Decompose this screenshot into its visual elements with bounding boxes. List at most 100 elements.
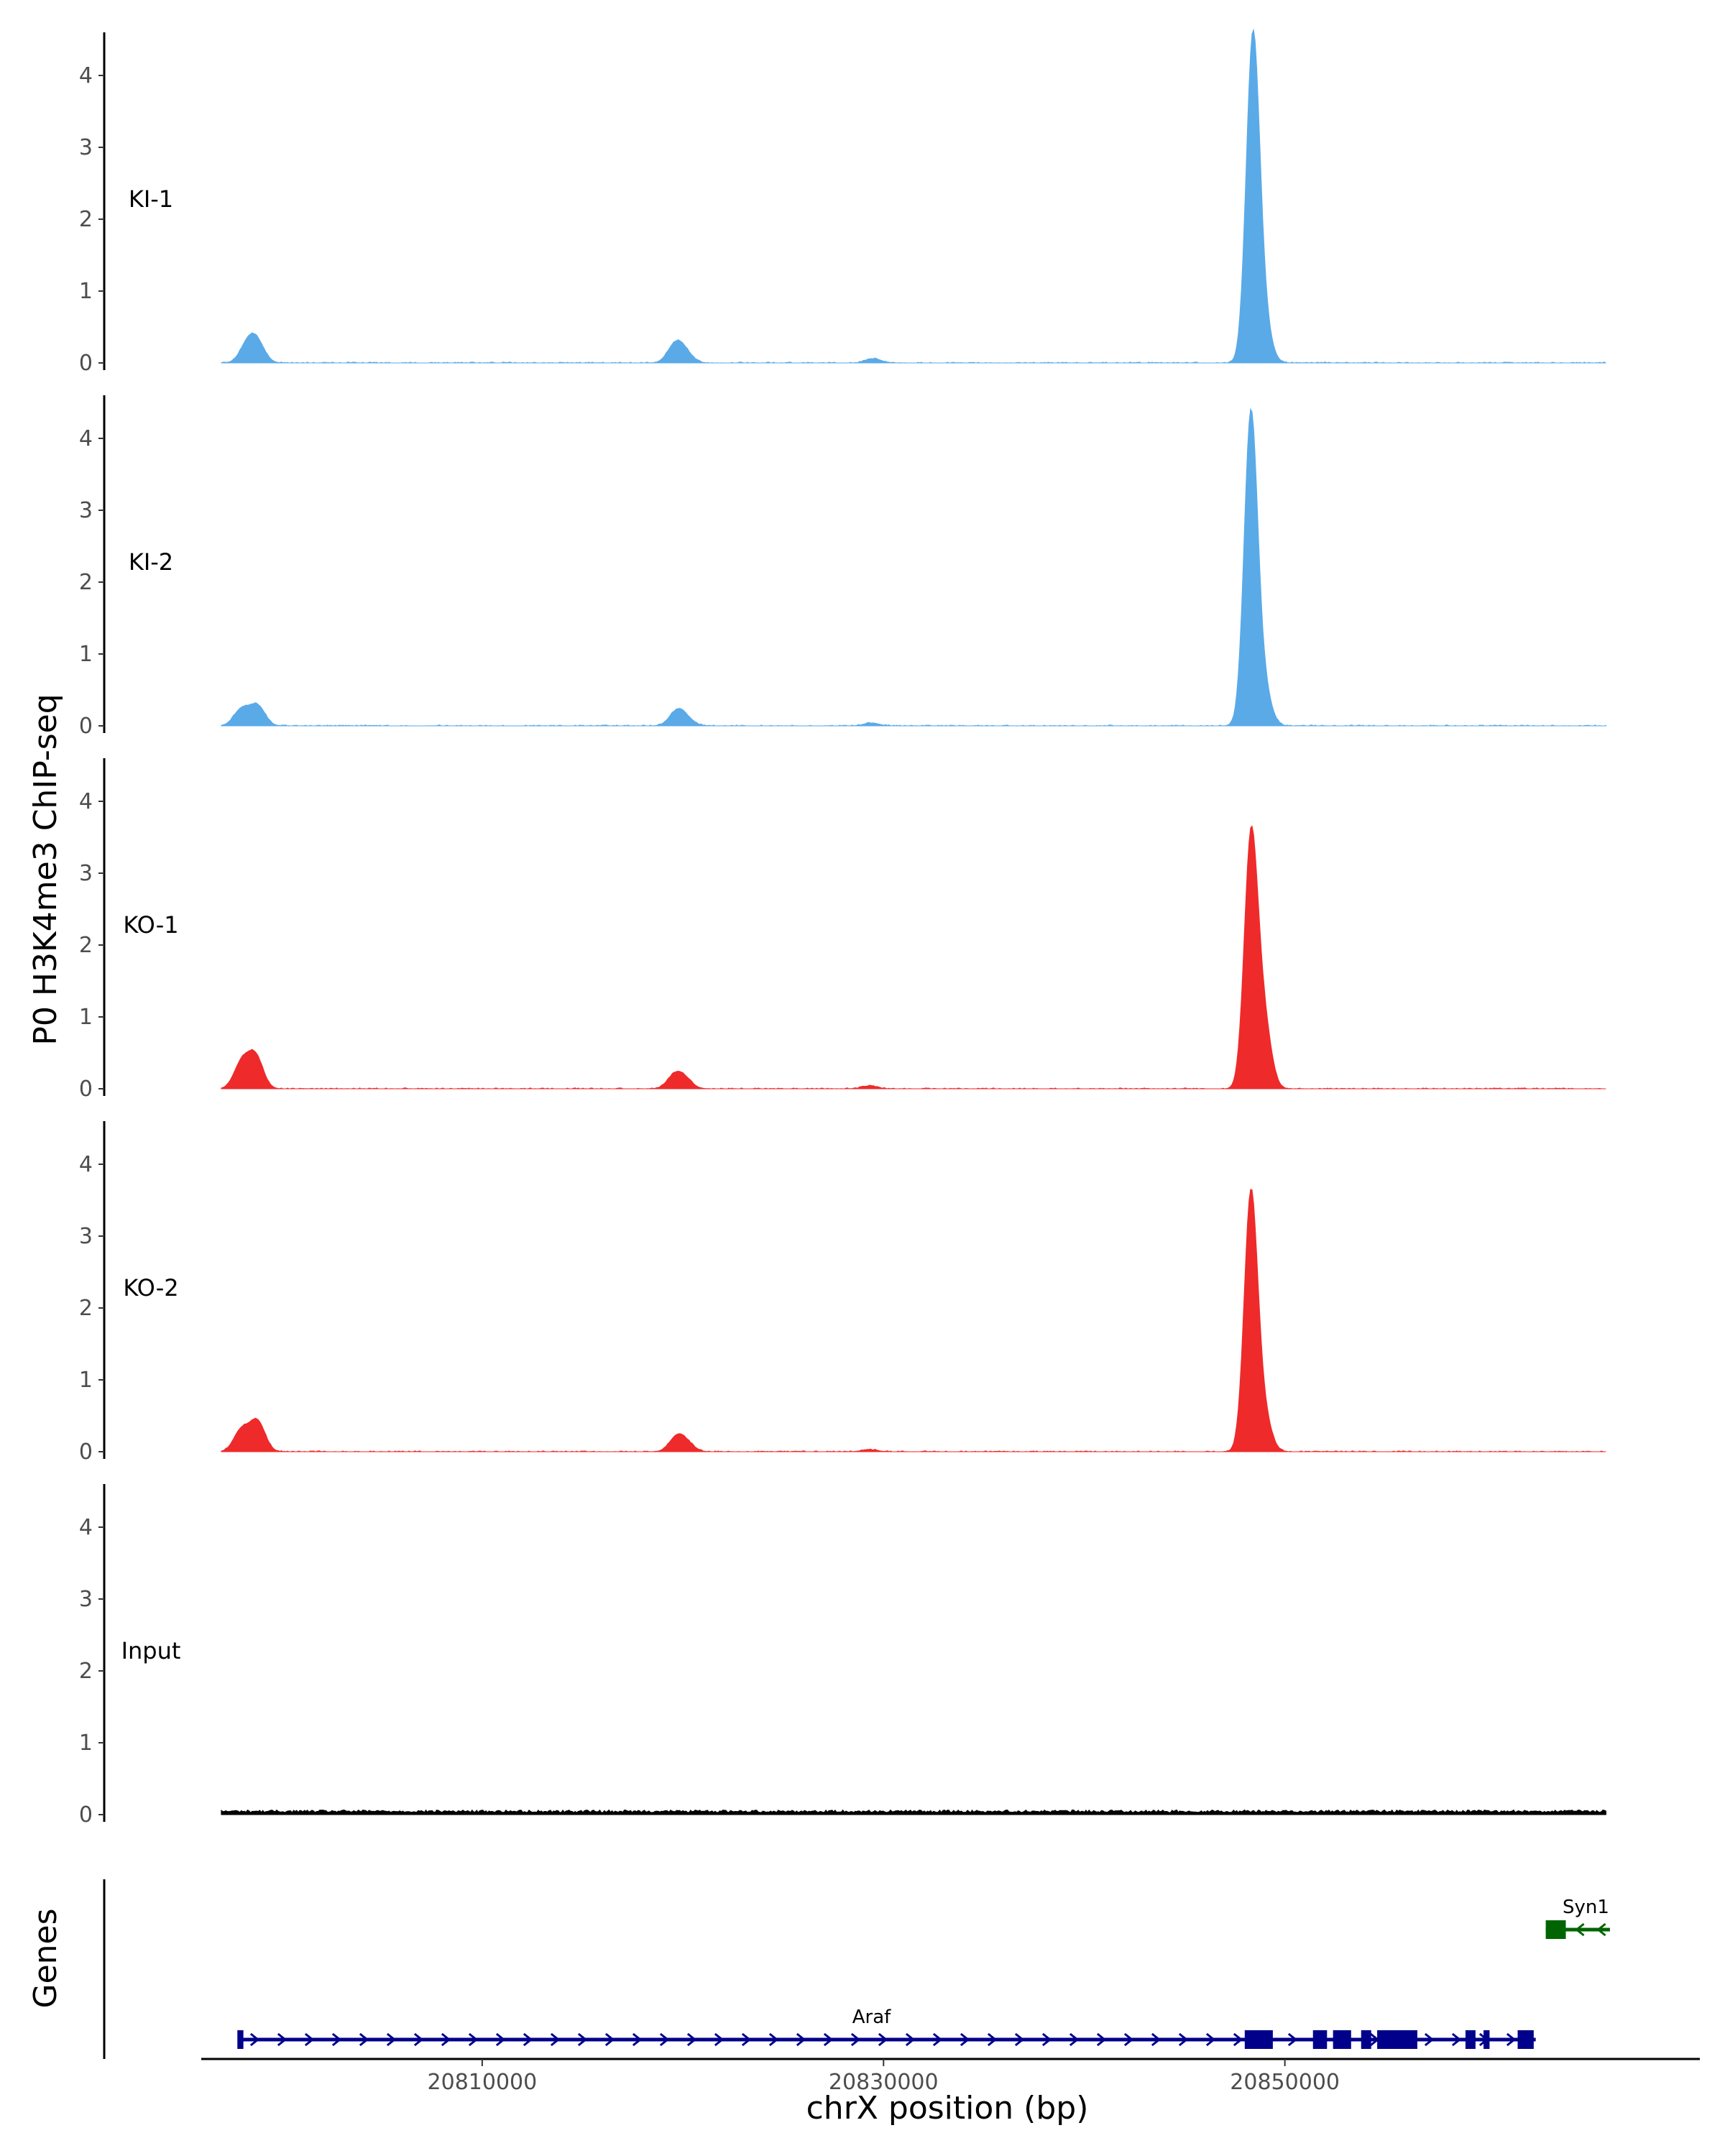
strand-arrow xyxy=(495,2032,506,2047)
y-tick-label: 4 xyxy=(79,426,93,451)
genes-axis-title: Genes xyxy=(27,1908,64,2008)
y-tick-label: 2 xyxy=(79,1296,93,1321)
y-tick-label: 1 xyxy=(79,1731,93,1756)
exon-block xyxy=(1333,2030,1351,2049)
strand-arrow xyxy=(441,2032,451,2047)
exon-block xyxy=(1545,1920,1566,1939)
strand-arrow xyxy=(987,2032,998,2047)
strand-arrow xyxy=(714,2032,724,2047)
gene-syn1: Syn1 xyxy=(1545,1897,1610,1939)
genes-panel: Araf Syn1 xyxy=(103,1879,1610,2059)
track-panels: 0 1 2 3 4 KI-1 0 1 2 3 4 KI-2 0 1 2 3 4 KO-1 0 1 2 3 4 KO-2 0 1 2 3… xyxy=(79,28,1606,1828)
x-axis: 20810000 20830000 20850000 xyxy=(201,2058,1700,2095)
track-ko-2: 0 1 2 3 4 KO-2 xyxy=(79,1121,1606,1465)
strand-arrow xyxy=(960,2032,970,2047)
y-tick-label: 4 xyxy=(79,63,93,88)
exon-block xyxy=(237,2030,244,2049)
strand-arrow xyxy=(550,2032,561,2047)
strand-arrow xyxy=(1096,2032,1107,2047)
y-tick-label: 2 xyxy=(79,570,93,595)
strand-arrow xyxy=(1151,2032,1162,2047)
strand-arrow xyxy=(1596,1922,1606,1937)
y-tick-label: 3 xyxy=(79,498,93,523)
strand-arrow xyxy=(1233,2032,1243,2047)
y-tick-label: 4 xyxy=(79,1515,93,1540)
track-label: Input xyxy=(121,1637,181,1664)
exon-block xyxy=(1465,2030,1476,2049)
strand-arrow xyxy=(413,2032,424,2047)
strand-arrow xyxy=(632,2032,643,2047)
track-label: KO-1 xyxy=(123,911,178,939)
strand-arrow xyxy=(1287,2032,1298,2047)
strand-arrow xyxy=(386,2032,397,2047)
track-ki-1: 0 1 2 3 4 KI-1 xyxy=(79,28,1606,376)
exon-block xyxy=(1244,2030,1273,2049)
strand-arrow xyxy=(768,2032,779,2047)
strand-arrow xyxy=(796,2032,806,2047)
signal-area-ki-2 xyxy=(221,407,1606,727)
y-tick-label: 2 xyxy=(79,933,93,958)
strand-arrow xyxy=(249,2032,260,2047)
strand-arrow xyxy=(304,2032,315,2047)
strand-arrow xyxy=(823,2032,834,2047)
track-ki-2: 0 1 2 3 4 KI-2 xyxy=(79,395,1606,739)
exon-block xyxy=(1484,2030,1490,2049)
exon-block xyxy=(1517,2030,1534,2049)
y-tick-label: 4 xyxy=(79,789,93,814)
strand-arrow xyxy=(1506,2032,1517,2047)
y-tick-label: 1 xyxy=(79,642,93,667)
strand-arrow xyxy=(468,2032,479,2047)
exon-block xyxy=(1312,2030,1328,2049)
strand-arrow xyxy=(1041,2032,1052,2047)
y-tick-label: 1 xyxy=(79,279,93,304)
strand-arrow xyxy=(1424,2032,1435,2047)
y-tick-label: 0 xyxy=(79,351,93,376)
y-axis-title: P0 H3K4me3 ChIP-seq xyxy=(27,694,64,1045)
exon-block xyxy=(1377,2030,1417,2049)
y-tick-label: 1 xyxy=(79,1368,93,1393)
y-tick-label: 0 xyxy=(79,1802,93,1828)
y-tick-label: 2 xyxy=(79,207,93,232)
strand-arrow xyxy=(359,2032,369,2047)
strand-arrow xyxy=(1451,2032,1462,2047)
y-tick-label: 1 xyxy=(79,1005,93,1030)
strand-arrow xyxy=(1575,1922,1585,1937)
strand-arrow xyxy=(1123,2032,1134,2047)
signal-area-ki-1 xyxy=(221,28,1606,364)
gene-araf: Araf xyxy=(237,2007,1536,2049)
y-tick-label: 0 xyxy=(79,1077,93,1102)
y-tick-label: 3 xyxy=(79,861,93,886)
x-axis-title: chrX position (bp) xyxy=(806,2090,1089,2127)
strand-arrow xyxy=(577,2032,588,2047)
strand-arrow xyxy=(741,2032,752,2047)
strand-arrow xyxy=(905,2032,916,2047)
strand-arrow xyxy=(1014,2032,1025,2047)
signal-area-ko-1 xyxy=(221,825,1606,1089)
y-tick-label: 0 xyxy=(79,714,93,739)
strand-arrow xyxy=(604,2032,615,2047)
signal-area-ko-2 xyxy=(221,1189,1606,1452)
track-input: 0 1 2 3 4 Input xyxy=(79,1484,1606,1828)
y-tick-label: 0 xyxy=(79,1439,93,1465)
y-tick-label: 3 xyxy=(79,1587,93,1612)
x-tick-label: 20830000 xyxy=(829,2070,939,2095)
strand-arrow xyxy=(1178,2032,1189,2047)
gene-label: Araf xyxy=(852,2007,891,2028)
strand-arrow xyxy=(850,2032,861,2047)
strand-arrow xyxy=(331,2032,342,2047)
y-tick-label: 3 xyxy=(79,135,93,160)
track-label: KI-1 xyxy=(129,185,173,213)
strand-arrow xyxy=(659,2032,670,2047)
x-tick-label: 20850000 xyxy=(1230,2070,1340,2095)
gene-label: Syn1 xyxy=(1563,1897,1609,1918)
x-tick-label: 20810000 xyxy=(428,2070,538,2095)
strand-arrow xyxy=(523,2032,533,2047)
y-tick-label: 3 xyxy=(79,1224,93,1249)
y-tick-label: 2 xyxy=(79,1659,93,1684)
signal-area-input xyxy=(221,1809,1606,1815)
strand-arrow xyxy=(878,2032,888,2047)
exon-block xyxy=(1361,2030,1371,2049)
strand-arrow xyxy=(932,2032,943,2047)
